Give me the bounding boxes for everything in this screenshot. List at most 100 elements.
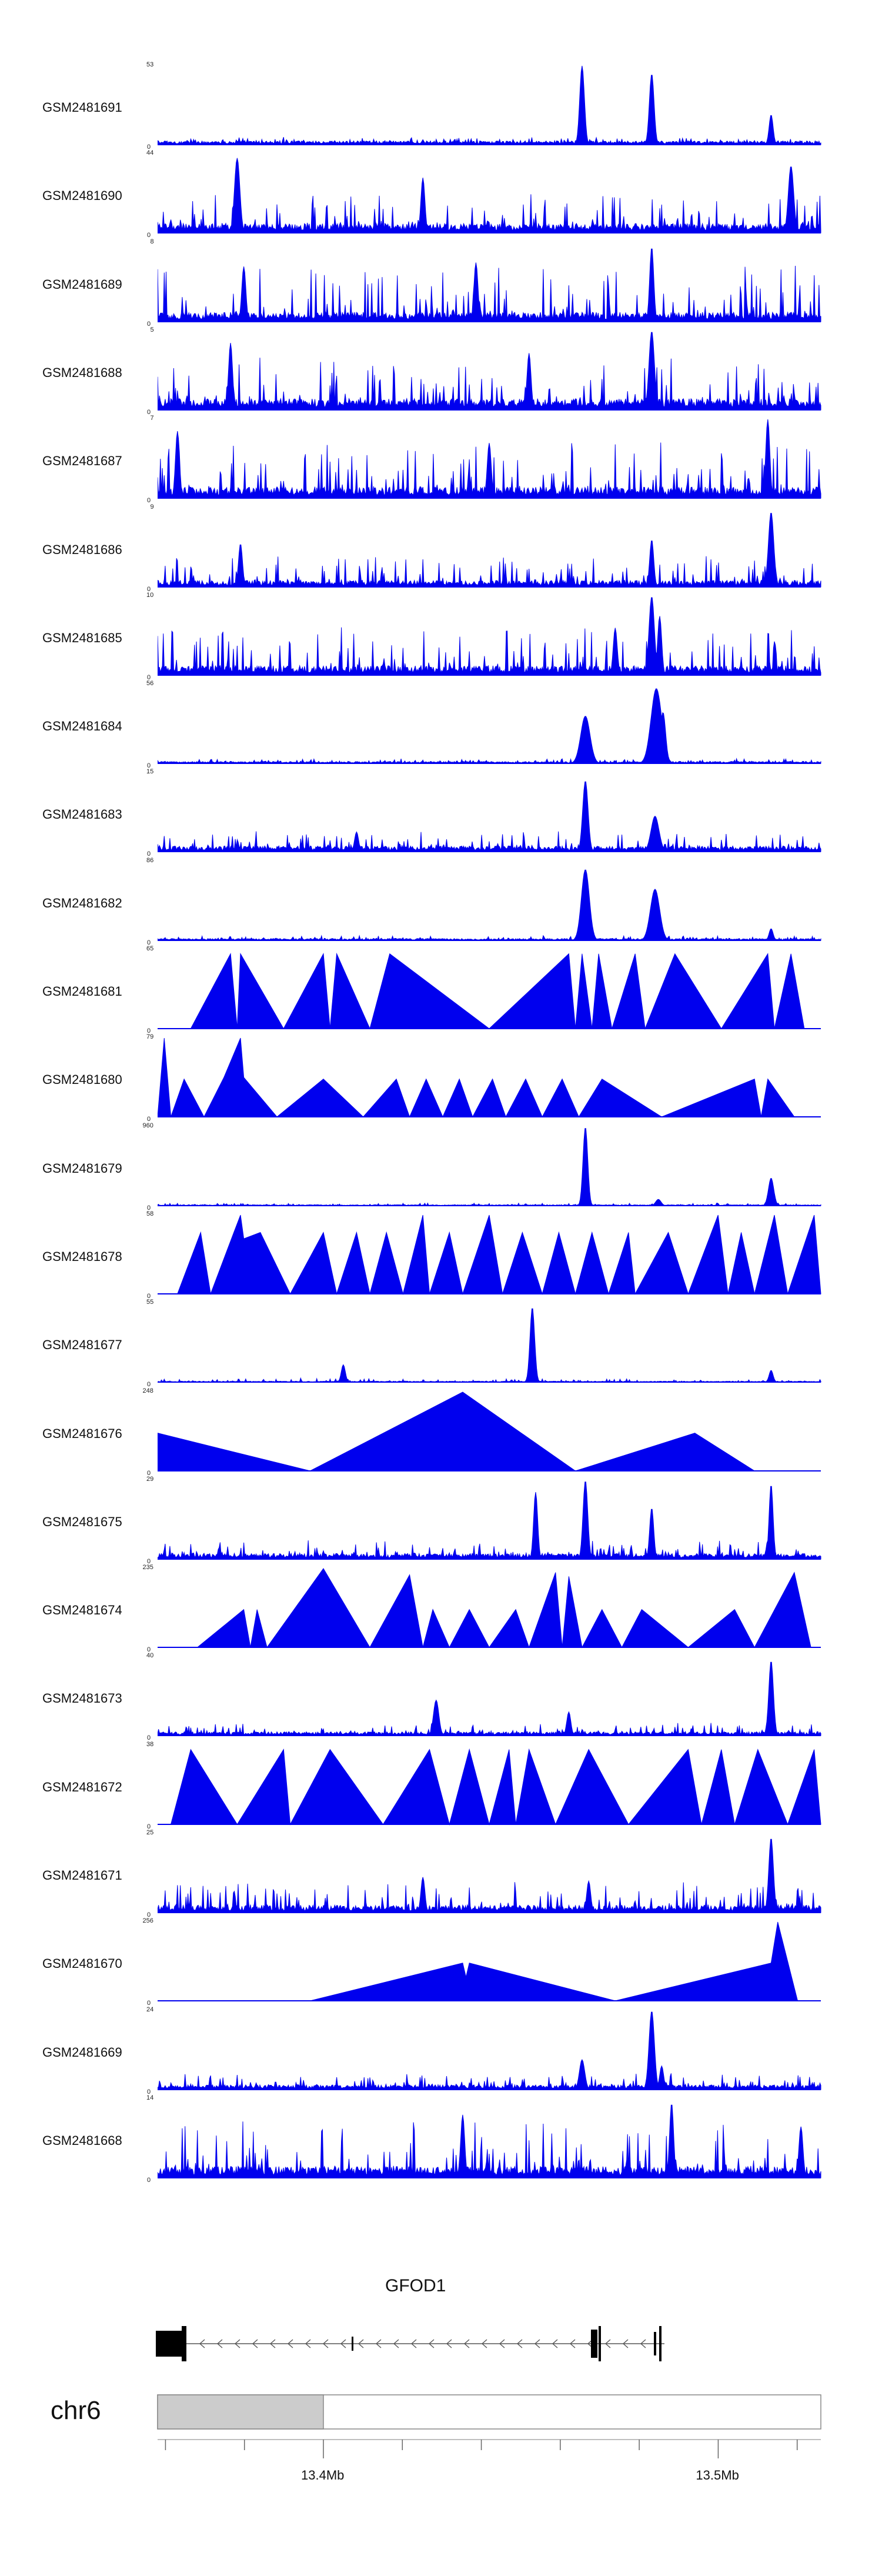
strand-chevron <box>393 2339 399 2348</box>
track-plot <box>158 1479 821 1560</box>
track-GSM2481687: GSM2481687 7 0 <box>0 415 882 508</box>
track-label: GSM2481681 <box>42 984 122 999</box>
track-label: GSM2481687 <box>42 453 122 469</box>
track-GSM2481668: GSM2481668 14 0 <box>0 2094 882 2188</box>
axis-tick-label: 13.5Mb <box>696 2468 739 2482</box>
gene-exon <box>659 2326 662 2361</box>
track-axis-min: 0 <box>147 850 151 858</box>
gene-exon <box>182 2326 186 2361</box>
track-GSM2481669: GSM2481669 24 0 <box>0 2006 882 2100</box>
track-label: GSM2481678 <box>42 1249 122 1264</box>
track-axis-min: 0 <box>147 497 151 505</box>
track-plot <box>158 683 821 765</box>
strand-chevron <box>410 2339 417 2348</box>
track-axis-max: 58 <box>146 1210 154 1217</box>
track-axis-min: 0 <box>147 1292 151 1300</box>
signal-area <box>158 512 821 587</box>
track-axis-max: 9 <box>150 503 154 510</box>
track-label: GSM2481672 <box>42 1779 122 1794</box>
track-GSM2481670: GSM2481670 256 0 <box>0 1917 882 2011</box>
track-axis-min: 0 <box>147 1381 151 1389</box>
track-axis-max: 8 <box>150 238 154 245</box>
track-axis-min: 0 <box>147 2000 151 2007</box>
track-axis-max: 56 <box>146 680 154 688</box>
track-plot <box>158 65 821 145</box>
track-plot <box>158 860 821 941</box>
track-label: GSM2481677 <box>42 1337 122 1353</box>
track-GSM2481684: GSM2481684 56 0 <box>0 680 882 773</box>
track-axis-max: 38 <box>146 1740 154 1748</box>
signal-area <box>197 1568 811 1649</box>
signal-area <box>190 952 805 1030</box>
strand-chevron <box>481 2339 487 2348</box>
track-label: GSM2481689 <box>42 276 122 292</box>
signal-area <box>158 1391 756 1471</box>
track-axis-max: 53 <box>146 61 154 68</box>
track-GSM2481691: GSM2481691 53 0 <box>0 61 882 155</box>
strand-chevron <box>252 2339 258 2348</box>
track-label: GSM2481688 <box>42 365 122 380</box>
track-axis-max: 5 <box>150 326 154 333</box>
track-plot <box>158 1125 821 1206</box>
track-axis-min: 0 <box>147 1469 151 1477</box>
track-axis-max: 15 <box>146 768 154 776</box>
track-GSM2481675: GSM2481675 29 0 <box>0 1476 882 1569</box>
strand-chevron <box>604 2339 611 2348</box>
track-axis-max: 248 <box>142 1387 153 1394</box>
track-axis-max: 14 <box>146 2094 154 2101</box>
signal-area <box>158 1481 821 1560</box>
track-label: GSM2481673 <box>42 1691 122 1706</box>
track-plot <box>158 1567 821 1649</box>
signal-area <box>158 688 821 764</box>
track-GSM2481689: GSM2481689 8 0 <box>0 238 882 332</box>
track-axis-max: 40 <box>146 1652 154 1660</box>
strand-chevron <box>428 2339 435 2348</box>
track-axis-min: 0 <box>147 2088 151 2095</box>
gene-model <box>156 2326 664 2361</box>
track-GSM2481677: GSM2481677 55 0 <box>0 1299 882 1392</box>
track-axis-max: 960 <box>142 1122 153 1129</box>
track-axis-min: 0 <box>147 1734 151 1742</box>
track-axis-max: 86 <box>146 856 154 864</box>
track-plot <box>158 2009 821 2090</box>
track-plot <box>158 1390 821 1471</box>
track-label: GSM2481671 <box>42 1868 122 1883</box>
track-label: GSM2481685 <box>42 630 122 645</box>
track-axis-max: 25 <box>146 1829 154 1836</box>
signal-area <box>158 65 821 145</box>
track-GSM2481673: GSM2481673 40 0 <box>0 1652 882 1746</box>
track-plot <box>158 1833 821 1913</box>
strand-chevron <box>569 2339 576 2348</box>
track-label: GSM2481686 <box>42 542 122 557</box>
track-axis-min: 0 <box>147 2176 151 2184</box>
chromosome-axis <box>157 2394 821 2458</box>
signal-area <box>158 1038 795 1118</box>
track-axis-min: 0 <box>147 232 151 239</box>
track-axis-max: 235 <box>142 1564 153 1571</box>
track-GSM2481686: GSM2481686 9 0 <box>0 503 882 597</box>
strand-chevron <box>216 2339 223 2348</box>
track-label: GSM2481684 <box>42 719 122 734</box>
track-plot <box>158 1302 821 1383</box>
track-label: GSM2481690 <box>42 188 122 203</box>
track-axis-max: 24 <box>146 2006 154 2013</box>
signal-area <box>158 2104 821 2178</box>
strand-chevron <box>534 2339 540 2348</box>
track-label: GSM2481691 <box>42 100 122 115</box>
signal-area <box>158 248 821 322</box>
track-label: GSM2481669 <box>42 2044 122 2060</box>
track-plot <box>158 153 821 234</box>
track-label: GSM2481668 <box>42 2133 122 2148</box>
track-axis-max: 79 <box>146 1033 154 1041</box>
signal-area <box>158 1838 821 1913</box>
strand-chevron <box>269 2339 276 2348</box>
track-axis-min: 0 <box>147 1823 151 1830</box>
track-axis-max: 10 <box>146 591 154 599</box>
track-GSM2481682: GSM2481682 86 0 <box>0 856 882 950</box>
track-GSM2481678: GSM2481678 58 0 <box>0 1210 882 1304</box>
signal-area <box>158 2011 821 2090</box>
track-plot <box>158 241 821 322</box>
signal-area <box>158 597 821 676</box>
track-plot <box>158 1037 821 1118</box>
signal-area <box>158 419 821 499</box>
